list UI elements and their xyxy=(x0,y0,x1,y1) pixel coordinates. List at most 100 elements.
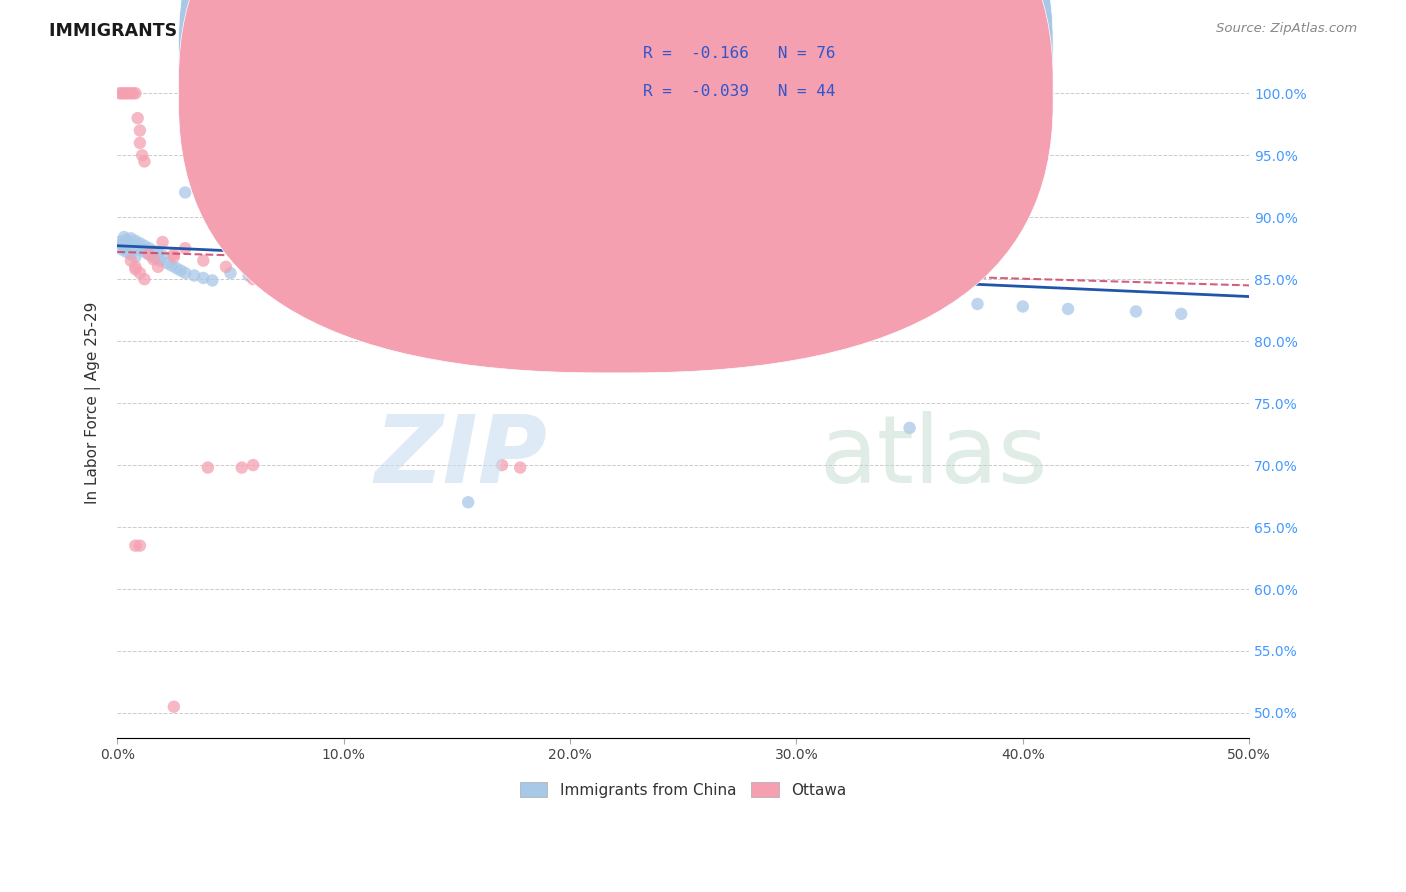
Point xyxy=(117,236,139,251)
Point xyxy=(1057,301,1080,316)
Point xyxy=(215,260,238,274)
Point xyxy=(134,238,156,252)
Point xyxy=(401,271,423,285)
Point xyxy=(124,234,146,248)
Point xyxy=(165,260,187,275)
Text: R =  -0.166   N = 76: R = -0.166 N = 76 xyxy=(643,46,835,61)
Point xyxy=(898,421,921,435)
Point xyxy=(193,253,215,268)
Point xyxy=(446,285,468,299)
Point xyxy=(108,87,131,101)
Point xyxy=(472,289,495,303)
Point xyxy=(124,87,146,101)
Point xyxy=(423,285,446,300)
Point xyxy=(163,699,186,714)
Point xyxy=(129,136,152,150)
Point xyxy=(536,289,558,303)
Point xyxy=(122,238,145,252)
Point xyxy=(124,250,146,264)
Point xyxy=(287,268,309,283)
Point xyxy=(146,246,169,260)
Point xyxy=(134,154,156,169)
Point xyxy=(124,539,146,553)
Point xyxy=(831,289,853,303)
Point xyxy=(468,287,491,301)
Point xyxy=(808,163,831,178)
Point xyxy=(401,284,423,298)
Point xyxy=(509,460,531,475)
Point xyxy=(142,252,165,267)
Point xyxy=(253,186,276,200)
Point xyxy=(112,87,135,101)
Point xyxy=(309,266,332,280)
Point xyxy=(242,262,264,277)
Point xyxy=(740,297,762,311)
Point xyxy=(163,250,186,264)
Point xyxy=(127,111,149,125)
Point xyxy=(356,278,378,293)
Point xyxy=(231,460,253,475)
Point xyxy=(152,249,174,263)
Point xyxy=(112,230,135,244)
Point xyxy=(169,263,191,277)
Point xyxy=(124,262,146,277)
Point xyxy=(138,241,160,255)
Point xyxy=(695,294,717,309)
Point xyxy=(122,87,145,101)
Point xyxy=(219,266,242,280)
Point xyxy=(762,163,785,178)
Point xyxy=(966,297,988,311)
Point xyxy=(131,148,153,162)
Legend: Immigrants from China, Ottawa: Immigrants from China, Ottawa xyxy=(513,775,852,804)
Point xyxy=(174,241,197,255)
Point xyxy=(145,251,167,265)
Point xyxy=(115,87,138,101)
Point xyxy=(183,268,205,283)
Point xyxy=(146,260,169,274)
Point xyxy=(115,244,138,259)
Point xyxy=(582,287,605,301)
Point xyxy=(558,292,581,306)
Point xyxy=(141,249,163,263)
Text: Source: ZipAtlas.com: Source: ZipAtlas.com xyxy=(1216,22,1357,36)
Point xyxy=(134,272,156,286)
Point xyxy=(356,268,378,283)
Point xyxy=(491,458,513,472)
Point xyxy=(129,123,152,137)
Point xyxy=(238,268,260,283)
Point xyxy=(558,359,581,373)
Point xyxy=(446,275,468,289)
Y-axis label: In Labor Force | Age 25-29: In Labor Force | Age 25-29 xyxy=(86,301,101,504)
Point xyxy=(138,247,160,261)
Point xyxy=(111,237,134,252)
Point xyxy=(457,495,479,509)
Point xyxy=(160,259,183,273)
Point xyxy=(108,235,131,249)
Point xyxy=(111,243,134,257)
Point xyxy=(321,273,343,287)
Point xyxy=(305,271,328,285)
Point xyxy=(650,292,672,306)
Point xyxy=(111,87,134,101)
Point xyxy=(163,247,186,261)
Point xyxy=(115,233,138,247)
Point xyxy=(502,285,524,299)
Point xyxy=(491,289,513,303)
Point xyxy=(197,460,219,475)
Point xyxy=(378,281,401,295)
Point xyxy=(156,256,179,270)
Point xyxy=(276,260,298,274)
Point xyxy=(120,87,142,101)
Point xyxy=(201,273,224,287)
Point xyxy=(142,244,165,258)
Point xyxy=(1011,300,1033,314)
Point xyxy=(149,253,172,268)
Point xyxy=(785,285,807,299)
Point xyxy=(898,294,921,309)
Point xyxy=(242,272,264,286)
Point xyxy=(242,458,264,472)
Point xyxy=(129,236,152,251)
Point xyxy=(129,266,152,280)
Point xyxy=(174,266,197,280)
Point xyxy=(120,231,142,245)
